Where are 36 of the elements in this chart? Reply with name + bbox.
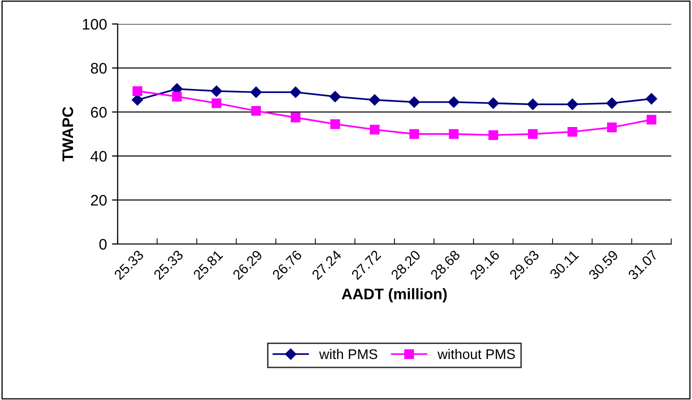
y-axis-title: TWAPC — [62, 106, 74, 162]
point — [646, 114, 656, 125]
point — [330, 90, 341, 102]
point — [568, 126, 578, 137]
point — [250, 86, 262, 98]
point — [528, 129, 538, 139]
point — [488, 130, 498, 140]
point — [566, 98, 578, 110]
y-tick-label: 100 — [82, 18, 107, 30]
point — [370, 124, 380, 134]
x-axis-title: AADT (million) — [342, 288, 447, 302]
point — [290, 112, 300, 122]
point — [448, 96, 460, 108]
point — [210, 85, 222, 97]
y-tick-label: 20 — [91, 194, 107, 206]
point — [488, 98, 499, 109]
point — [369, 94, 380, 106]
point — [448, 129, 459, 139]
point — [646, 93, 658, 104]
point — [251, 106, 261, 116]
point — [330, 119, 340, 129]
point — [408, 96, 420, 108]
y-tick-label: 0 — [99, 238, 107, 250]
y-tick-label: 40 — [90, 150, 107, 162]
point — [290, 86, 302, 98]
point — [409, 129, 420, 139]
point — [132, 86, 142, 96]
point — [607, 122, 617, 132]
legend-label: with PMS — [319, 348, 378, 360]
legend-label: without PMS — [438, 348, 515, 360]
point — [606, 98, 618, 109]
point — [527, 98, 538, 110]
point — [212, 98, 222, 108]
y-tick-label: 80 — [90, 62, 107, 74]
y-tick-label: 60 — [91, 106, 107, 118]
point — [172, 92, 182, 102]
